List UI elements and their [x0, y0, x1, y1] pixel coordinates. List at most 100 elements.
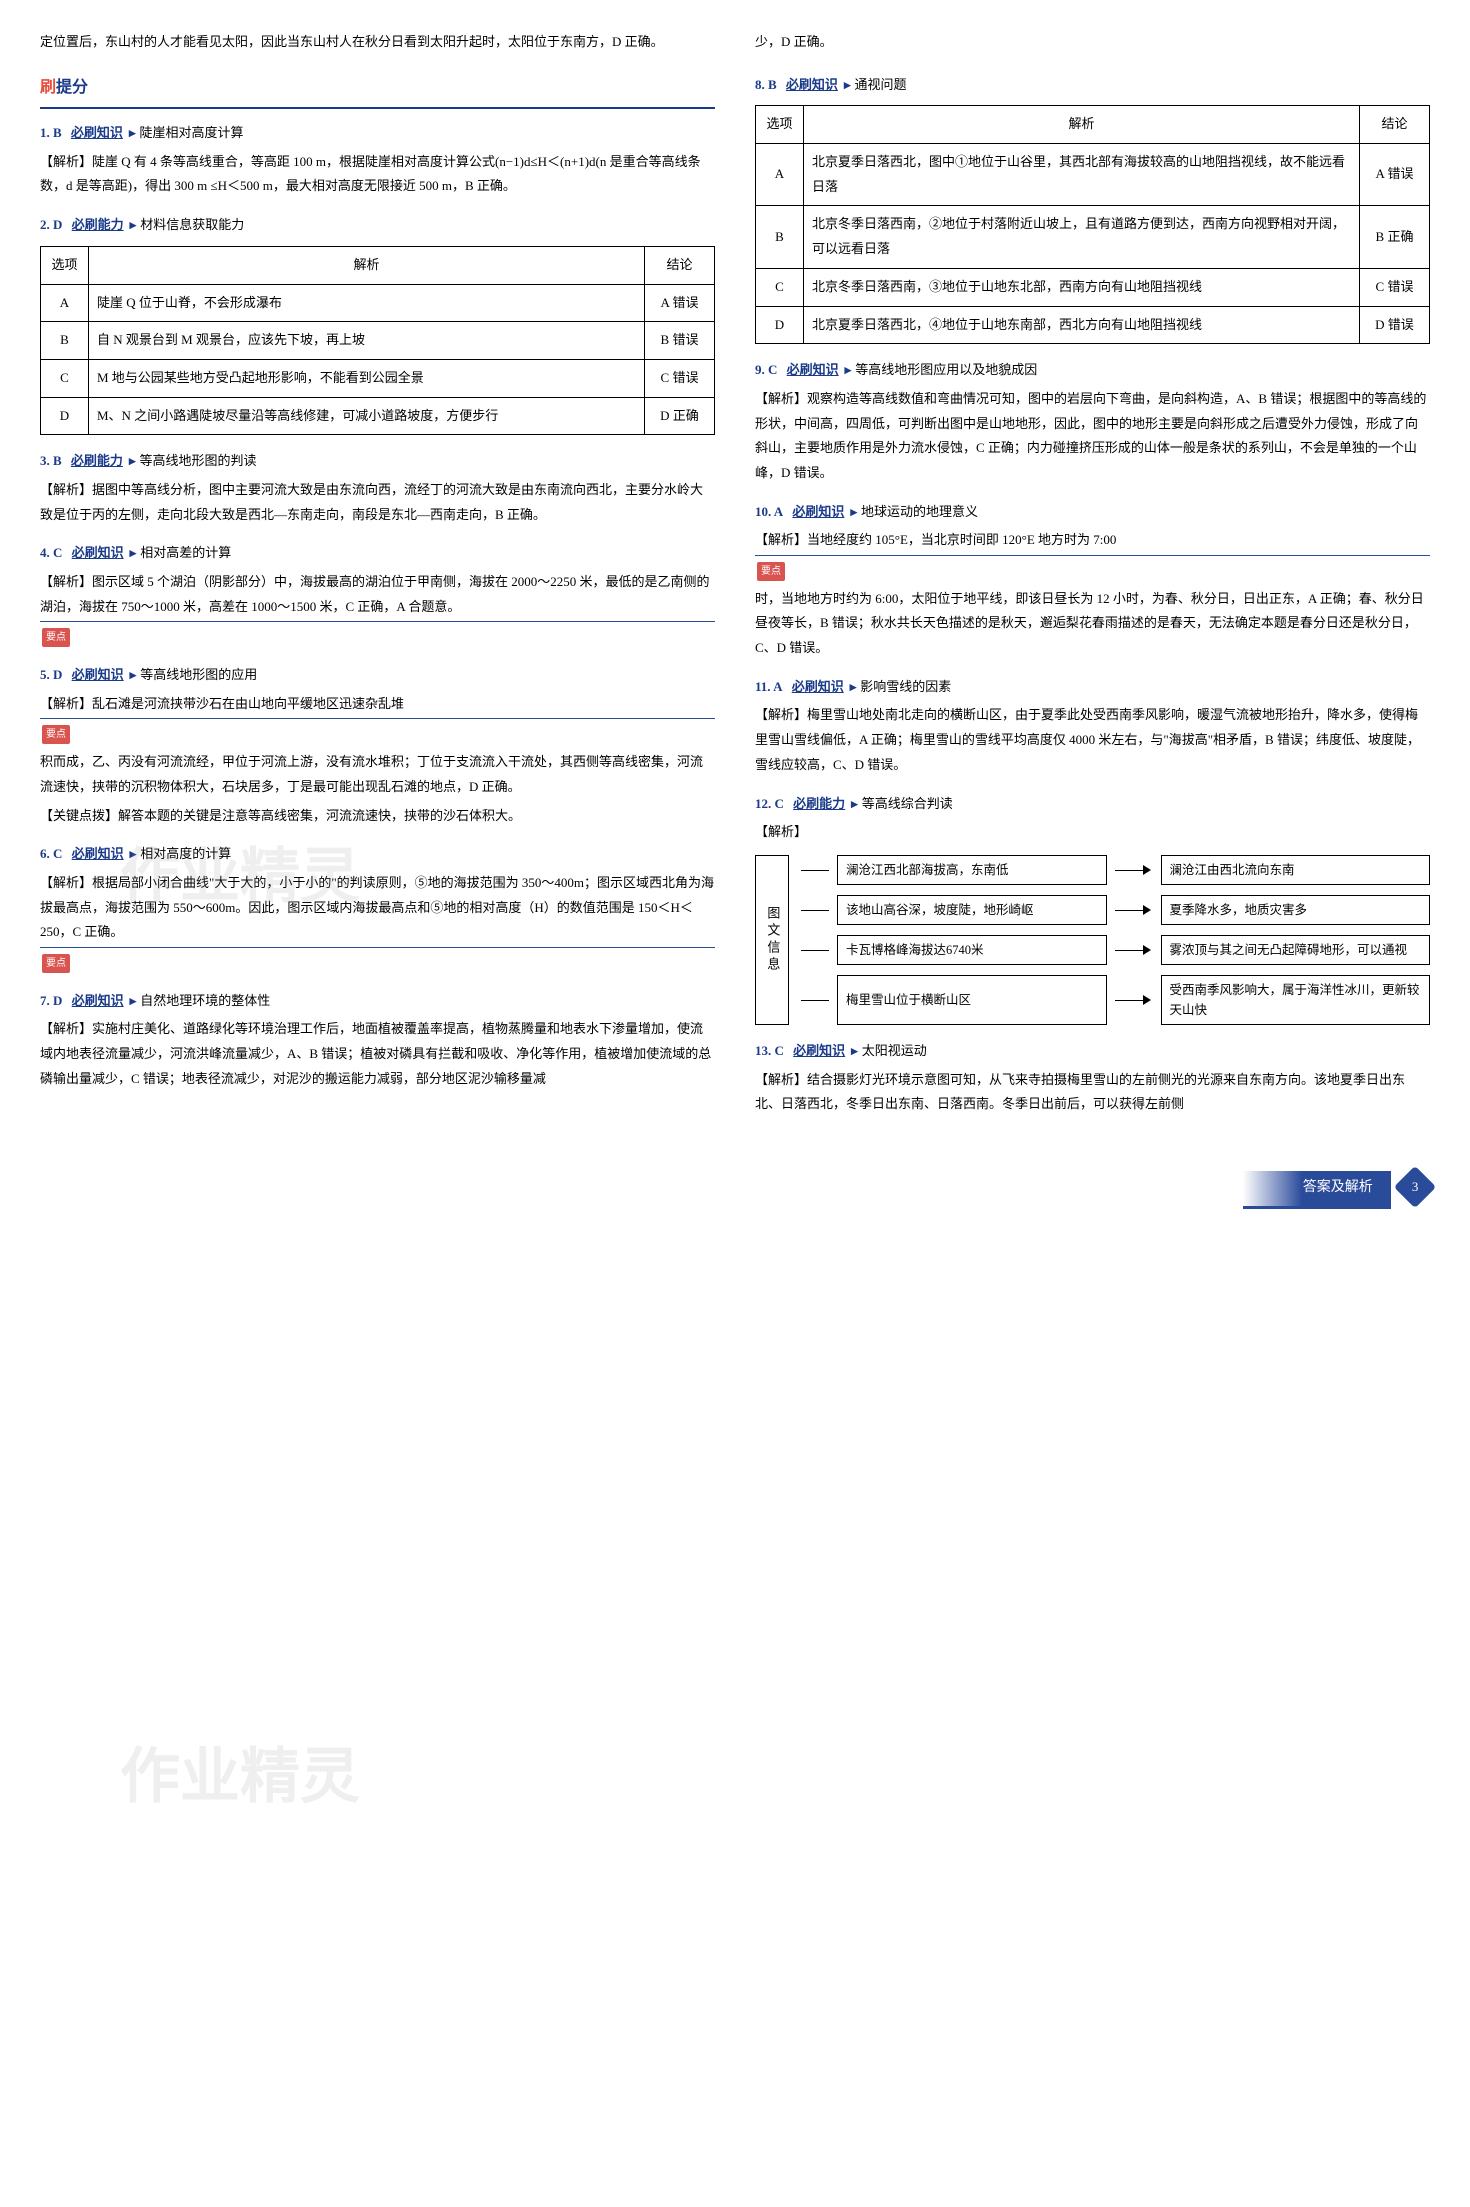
section-header: 刷提分 [40, 73, 715, 109]
q3-explain: 【解析】据图中等高线分析，图中主要河流大致是由东流向西，流经丁的河流大致是由东南… [40, 478, 715, 527]
q2-r0-opt: A [41, 284, 89, 322]
q2-r1-ana: 自 N 观景台到 M 观景台，应该先下坡，再上坡 [89, 322, 645, 360]
q5-topic: 等高线地形图的应用 [140, 667, 257, 682]
q13-explain: 【解析】结合摄影灯光环境示意图可知，从飞来寺拍摄梅里雪山的左前侧光的光源来自东南… [755, 1068, 1430, 1117]
intro-continuation: 定位置后，东山村的人才能看见太阳，因此当东山村人在秋分日看到太阳升起时，太阳位于… [40, 30, 715, 55]
q1-topic: 陡崖相对高度计算 [139, 125, 243, 140]
question-6: 6. C 必刷知识▸相对高度的计算 【解析】根据局部小闭合曲线"大于大的，小于小… [40, 842, 715, 974]
left-column: 定位置后，东山村的人才能看见太阳，因此当东山村人在秋分日看到太阳升起时，太阳位于… [40, 30, 715, 1131]
question-7: 7. D 必刷知识▸自然地理环境的整体性 【解析】实施村庄美化、道路绿化等环境治… [40, 989, 715, 1092]
q8-r0-con: A 错误 [1360, 144, 1430, 206]
q8-r2-opt: C [756, 268, 804, 306]
q8-r0-opt: A [756, 144, 804, 206]
q12-topic: 等高线综合判读 [862, 796, 953, 811]
q10-explain2: 时，当地地方时约为 6:00，太阳位于地平线，即该日昼长为 12 小时，为春、秋… [755, 587, 1430, 661]
diagram-box-left: 澜沧江西北部海拔高，东南低 [837, 855, 1107, 885]
connector-icon [801, 895, 829, 925]
q4-topic: 相对高差的计算 [140, 545, 231, 560]
q11-explain: 【解析】梅里雪山地处南北走向的横断山区，由于夏季此处受西南季风影响，暖湿气流被地… [755, 703, 1430, 777]
q7-explain-text: 实施村庄美化、道路绿化等环境治理工作后，地面植被覆盖率提高，植物蒸腾量和地表水下… [40, 1021, 711, 1085]
q4-explain-label: 【解析】 [40, 574, 92, 589]
q8-r2-ana: 北京冬季日落西南，③地位于山地东北部，西南方向有山地阻挡视线 [804, 268, 1360, 306]
q4-explain-text: 图示区域 5 个湖泊（阴影部分）中，海拔最高的湖泊位于甲南侧，海拔在 2000～… [40, 574, 710, 614]
q5-explain-text1: 乱石滩是河流挟带沙石在由山地向平缓地区迅速杂乱堆 [92, 696, 404, 711]
q6-head: 6. C 必刷知识▸相对高度的计算 [40, 842, 715, 867]
arrow-icon [1115, 935, 1153, 965]
q13-num: 13. C [755, 1043, 784, 1058]
q2-r2-ana: M 地与公园某些地方受凸起地形影响，不能看到公园全景 [89, 359, 645, 397]
q11-num: 11. A [755, 679, 782, 694]
q8-r3-opt: D [756, 306, 804, 344]
diagram-row: 卡瓦博格峰海拔达6740米 雾浓顶与其之间无凸起障碍地形，可以通视 [801, 935, 1430, 965]
q6-arrow: ▸ [130, 846, 137, 861]
q9-arrow: ▸ [845, 362, 852, 377]
q6-explain: 【解析】根据局部小闭合曲线"大于大的，小于小的"的判读原则，⑤地的海拔范围为 3… [40, 871, 715, 945]
q2-r1-con: B 错误 [645, 322, 715, 360]
diagram-side-label: 图文信息 [755, 855, 789, 1025]
diagram-box-left: 梅里雪山位于横断山区 [837, 975, 1107, 1025]
q11-explain-text: 梅里雪山地处南北走向的横断山区，由于夏季此处受西南季风影响，暖湿气流被地形抬升，… [755, 707, 1420, 771]
keypoint-badge: 要点 [757, 562, 785, 581]
q1-num: 1. B [40, 125, 62, 140]
table-row: D M、N 之间小路遇陡坡尽量沿等高线修建，可减小道路坡度，方便步行 D 正确 [41, 397, 715, 435]
q5-explain-label: 【解析】 [40, 696, 92, 711]
divider [40, 947, 715, 948]
question-4: 4. C 必刷知识▸相对高差的计算 【解析】图示区域 5 个湖泊（阴影部分）中，… [40, 541, 715, 649]
divider [755, 555, 1430, 556]
q13-head: 13. C 必刷知识▸太阳视运动 [755, 1039, 1430, 1064]
watermark: 作业精灵 [120, 1720, 360, 1834]
section-brush: 刷 [40, 79, 56, 96]
footer-label: 答案及解析 [1243, 1171, 1391, 1209]
q8-r1-opt: B [756, 206, 804, 268]
q6-explain-label: 【解析】 [40, 875, 92, 890]
q8-r1-con: B 正确 [1360, 206, 1430, 268]
q12-num: 12. C [755, 796, 784, 811]
q3-explain-text: 据图中等高线分析，图中主要河流大致是由东流向西，流经丁的河流大致是由东南流向西北… [40, 482, 703, 522]
q4-tag: 必刷知识 [72, 545, 124, 560]
q9-tag: 必刷知识 [787, 362, 839, 377]
question-9: 9. C 必刷知识▸等高线地形图应用以及地貌成因 【解析】观察构造等高线数值和弯… [755, 358, 1430, 485]
q10-arrow: ▸ [850, 504, 857, 519]
q7-num: 7. D [40, 993, 62, 1008]
keypoint-badge: 要点 [42, 954, 70, 973]
page-container: 定位置后，东山村的人才能看见太阳，因此当东山村人在秋分日看到太阳升起时，太阳位于… [40, 30, 1430, 1131]
q1-tag: 必刷知识 [71, 125, 123, 140]
q1-explain-label: 【解析】 [40, 154, 92, 169]
table-row: A 陡崖 Q 位于山脊，不会形成瀑布 A 错误 [41, 284, 715, 322]
q2-r2-opt: C [41, 359, 89, 397]
question-13: 13. C 必刷知识▸太阳视运动 【解析】结合摄影灯光环境示意图可知，从飞来寺拍… [755, 1039, 1430, 1117]
q1-head: 1. B 必刷知识▸陡崖相对高度计算 [40, 121, 715, 146]
q8-th-opt: 选项 [756, 106, 804, 144]
q4-arrow: ▸ [130, 545, 137, 560]
q4-explain: 【解析】图示区域 5 个湖泊（阴影部分）中，海拔最高的湖泊位于甲南侧，海拔在 2… [40, 570, 715, 619]
q5-key-text: 解答本题的关键是注意等高线密集，河流流速快，挟带的沙石体积大。 [118, 808, 521, 823]
q12-diagram: 图文信息 澜沧江西北部海拔高，东南低 澜沧江由西北流向东南 该地山高谷深，坡度陡… [755, 855, 1430, 1025]
question-2: 2. D 必刷能力▸材料信息获取能力 选项 解析 结论 A 陡崖 Q 位于山脊，… [40, 213, 715, 435]
q2-r0-ana: 陡崖 Q 位于山脊，不会形成瀑布 [89, 284, 645, 322]
q5-key: 【关键点拨】解答本题的关键是注意等高线密集，河流流速快，挟带的沙石体积大。 [40, 804, 715, 829]
q13-explain-label: 【解析】 [755, 1072, 807, 1087]
divider [40, 718, 715, 719]
q7-explain-label: 【解析】 [40, 1021, 92, 1036]
q8-r2-con: C 错误 [1360, 268, 1430, 306]
q2-th-opt: 选项 [41, 246, 89, 284]
q11-head: 11. A 必刷知识▸影响雪线的因素 [755, 675, 1430, 700]
diagram-box-left: 该地山高谷深，坡度陡，地形崎岖 [837, 895, 1107, 925]
question-11: 11. A 必刷知识▸影响雪线的因素 【解析】梅里雪山地处南北走向的横断山区，由… [755, 675, 1430, 778]
q11-arrow: ▸ [850, 679, 857, 694]
page-footer: 答案及解析 3 [40, 1171, 1430, 1209]
question-3: 3. B 必刷能力▸等高线地形图的判读 【解析】据图中等高线分析，图中主要河流大… [40, 449, 715, 527]
q1-explain: 【解析】陡崖 Q 有 4 条等高线重合，等高距 100 m，根据陡崖相对高度计算… [40, 150, 715, 199]
q6-topic: 相对高度的计算 [140, 846, 231, 861]
q2-r1-opt: B [41, 322, 89, 360]
q5-num: 5. D [40, 667, 62, 682]
q8-num: 8. B [755, 77, 777, 92]
q9-explain: 【解析】观察构造等高线数值和弯曲情况可知，图中的岩层向下弯曲，是向斜构造，A、B… [755, 387, 1430, 486]
table-row: C M 地与公园某些地方受凸起地形影响，不能看到公园全景 C 错误 [41, 359, 715, 397]
arrow-icon [1115, 975, 1153, 1025]
q10-tag: 必刷知识 [792, 504, 844, 519]
q2-r3-opt: D [41, 397, 89, 435]
q12-tag: 必刷能力 [793, 796, 845, 811]
diagram-box-right: 夏季降水多，地质灾害多 [1161, 895, 1431, 925]
q3-tag: 必刷能力 [71, 453, 123, 468]
